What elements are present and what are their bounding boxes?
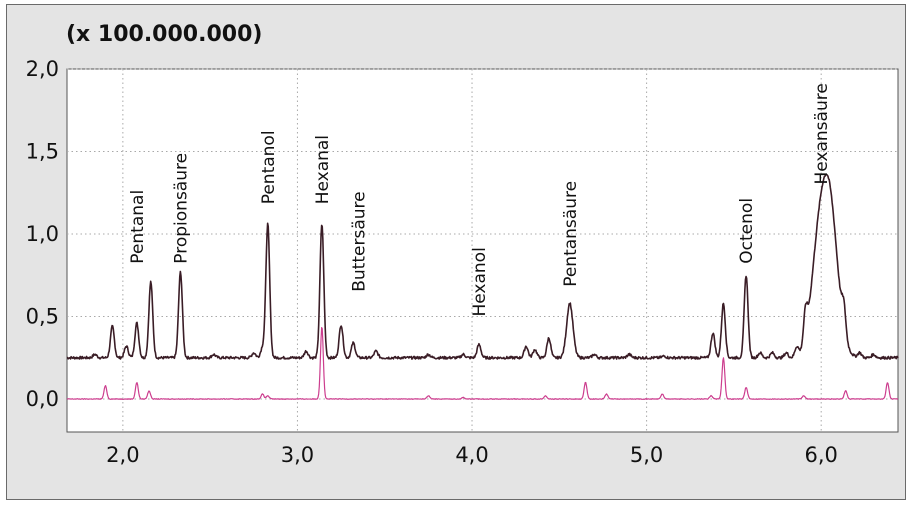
x-tick-label: 3,0 [281, 443, 314, 467]
series-lines [66, 173, 899, 400]
y-tick-label: 1,0 [26, 222, 59, 246]
peak-annotation-label: Pentansäure [561, 181, 581, 287]
peak-annotation-label: Pentanal [128, 190, 148, 264]
y-scale-factor-label: (x 100.000.000) [66, 22, 263, 47]
y-tick-label: 2,0 [26, 57, 59, 81]
series-line-secondary [66, 326, 899, 400]
peak-annotation-label: Buttersäure [350, 191, 370, 291]
peak-annotation-label: Hexanol [470, 247, 490, 316]
peak-annotations: Pentanal Propionsäure Pentanol Hexanal Butte… [128, 83, 832, 316]
tick-labels: 0,0 0,5 1,0 1,5 2,0 2,0 3,0 4,0 5,0 6,0 [26, 57, 838, 467]
x-tick-label: 2,0 [106, 443, 139, 467]
series-line-main [66, 173, 899, 360]
y-tick-label: 0,0 [26, 387, 59, 411]
peak-annotation-label: Propionsäure [171, 153, 191, 264]
peak-annotation-label: Hexanal [313, 135, 333, 204]
peak-annotation-label: Pentanol [259, 130, 279, 204]
x-tick-label: 6,0 [804, 443, 837, 467]
y-tick-label: 1,5 [26, 140, 59, 164]
peak-annotation-label: Octenol [737, 198, 757, 264]
peak-annotation-label: Hexansäure [812, 83, 832, 184]
x-tick-label: 5,0 [630, 443, 663, 467]
x-tick-label: 4,0 [455, 443, 488, 467]
y-tick-label: 0,5 [26, 305, 59, 329]
